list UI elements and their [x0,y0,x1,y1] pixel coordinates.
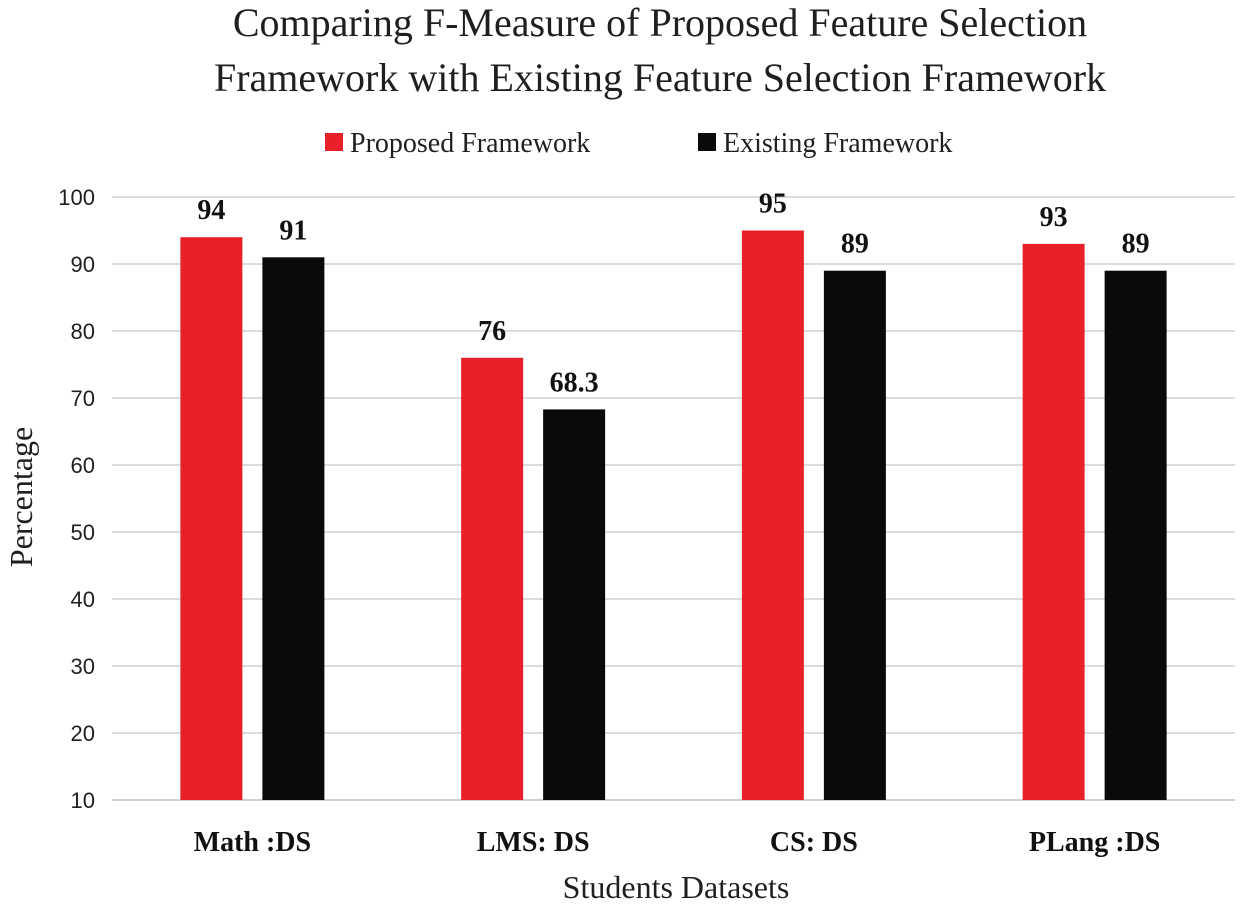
y-tick-label: 70 [71,386,95,411]
bar-proposed [461,357,524,800]
legend-swatch-existing [698,133,716,151]
y-tick-label: 10 [71,788,95,813]
y-tick-label: 90 [71,252,95,277]
data-label: 68.3 [550,367,599,398]
y-tick-label: 60 [71,453,95,478]
y-tick-label: 20 [71,721,95,746]
y-axis-ticks: 10 20 30 40 50 60 70 80 90 100 [58,185,95,813]
legend-swatch-proposed [325,133,343,151]
legend: Proposed Framework Existing Framework [325,128,952,159]
y-axis-title: Percentage [3,427,39,567]
x-category-label: PLang :DS [1029,827,1160,858]
bar-proposed [180,237,243,800]
bar-proposed [741,230,804,800]
x-category-label: CS: DS [770,827,858,858]
bar-existing [1104,270,1167,800]
chart-title-line-1: Comparing F-Measure of Proposed Feature … [233,0,1087,45]
data-label: 93 [1040,202,1068,233]
x-axis-title: Students Datasets [563,869,790,905]
bar-existing [262,257,325,800]
x-category-label: LMS: DS [477,827,590,858]
data-label: 91 [279,215,307,246]
x-axis-categories: Math :DS LMS: DS CS: DS PLang :DS [194,827,1161,858]
data-label: 89 [841,229,869,260]
y-tick-label: 100 [58,185,95,210]
y-tick-label: 40 [71,587,95,612]
chart-title-line-2: Framework with Existing Feature Selectio… [214,55,1106,100]
legend-label-proposed: Proposed Framework [350,128,590,159]
legend-label-existing: Existing Framework [723,128,952,159]
bar-existing [823,270,886,800]
x-category-label: Math :DS [194,827,311,858]
data-label: 76 [478,316,506,347]
data-label: 89 [1122,229,1150,260]
y-tick-label: 80 [71,319,95,344]
y-tick-label: 30 [71,654,95,679]
data-label: 95 [759,189,787,220]
data-label: 94 [197,195,225,226]
y-tick-label: 50 [71,520,95,545]
data-labels: 94 91 76 68.3 95 89 93 89 [197,189,1149,399]
bar-proposed [1022,243,1085,800]
bar-existing [543,409,606,800]
bars [180,230,1167,800]
